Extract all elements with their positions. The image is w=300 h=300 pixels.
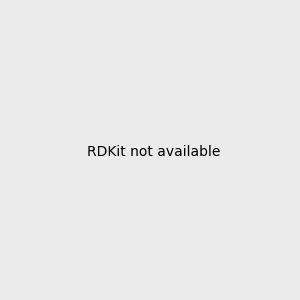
Text: RDKit not available: RDKit not available <box>87 145 220 158</box>
